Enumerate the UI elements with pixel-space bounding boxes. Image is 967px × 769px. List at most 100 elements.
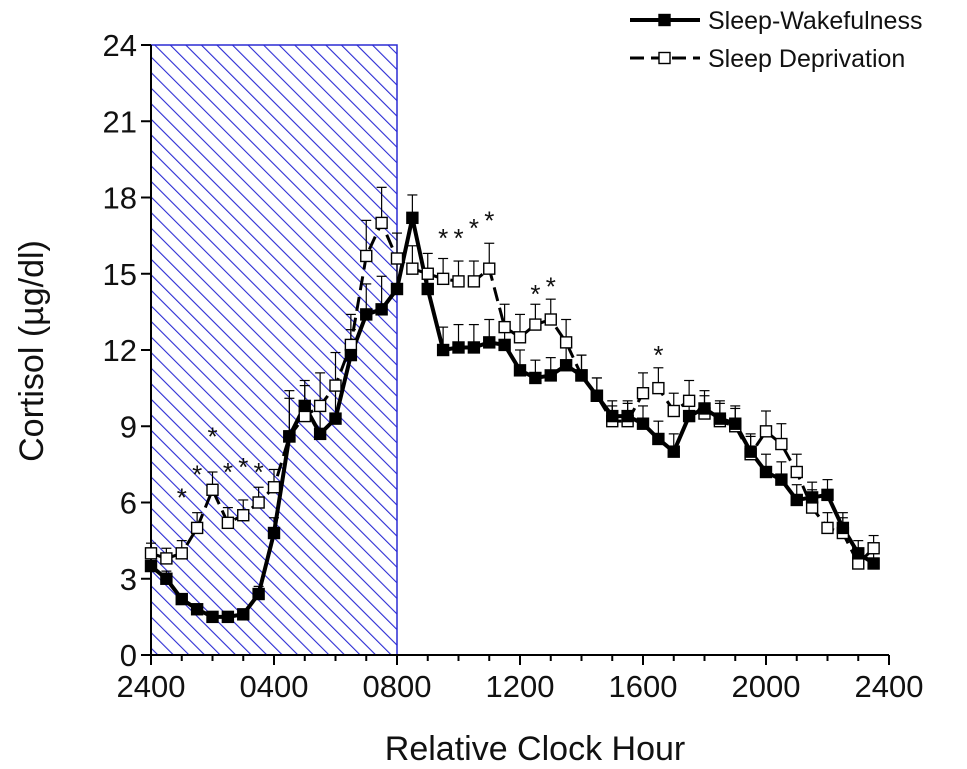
sleep-wakefulness-point (744, 445, 757, 458)
sleep-wakefulness-point (790, 493, 803, 507)
x-tick-label: 2400 (855, 669, 924, 704)
sleep-deprivation-point (436, 272, 450, 286)
significance-star: * (254, 457, 264, 487)
sleep-wakefulness-point (729, 417, 742, 430)
sleep-deprivation-point (313, 399, 327, 413)
sleep-deprivation-point (652, 381, 665, 395)
sleep-deprivation-point (267, 481, 281, 494)
x-tick-label: 1200 (486, 669, 555, 704)
sleep-deprivation-point (329, 379, 342, 392)
sleep-wakefulness-point (652, 432, 665, 446)
y-tick-label: 9 (120, 409, 137, 444)
significance-star: * (653, 340, 663, 370)
sleep-wakefulness-point (467, 341, 481, 354)
sleep-wakefulness-point (575, 369, 588, 382)
sleep-deprivation-point (759, 425, 773, 438)
sleep-wakefulness-point (360, 308, 373, 321)
x-axis-ticks: 2400 0400 0800 1200 1600 2000 2400 (117, 655, 924, 704)
sleep-deprivation-point (667, 404, 680, 418)
sleep-wakefulness-point (590, 389, 604, 402)
sleep-wakefulness-point (852, 547, 865, 560)
significance-star: * (207, 421, 217, 451)
sleep-wakefulness-point (821, 488, 834, 502)
sleep-deprivation-point (144, 547, 158, 560)
sleep-wakefulness-point (160, 572, 173, 585)
significance-star: * (469, 213, 479, 243)
significance-annotations: **** * ** * * ** ** (177, 205, 664, 512)
sleep-deprivation-point (390, 252, 404, 265)
sleep-deprivation-point (298, 409, 311, 423)
sleep-deprivation-point (175, 547, 188, 560)
sleep-wakefulness-point (206, 610, 219, 624)
significance-star: * (192, 459, 202, 489)
sleep-wakefulness-point (713, 412, 727, 425)
sleep-wakefulness-point (283, 430, 296, 443)
x-tick-label: 2000 (732, 669, 801, 704)
sleep-wakefulness-point (436, 343, 450, 357)
legend-label: Sleep Deprivation (708, 45, 905, 73)
x-tick-label: 0800 (363, 669, 432, 704)
sleep-deprivation-point (237, 509, 250, 522)
y-axis-ticks: 0 3 6 9 12 15 18 21 24 (103, 28, 151, 673)
sleep-deprivation-point (452, 275, 465, 288)
y-tick-label: 3 (120, 562, 137, 597)
sleep-deprivation-point (206, 483, 219, 496)
sleep-deprivation-point (252, 496, 265, 509)
sleep-deprivation-point (406, 262, 419, 275)
y-tick-label: 18 (103, 181, 137, 216)
y-tick-label: 15 (103, 257, 137, 292)
sleep-deprivation-point (190, 521, 204, 535)
legend: Sleep-Wakefulness Sleep Deprivation (630, 7, 922, 73)
significance-star: * (223, 457, 233, 487)
significance-star: * (484, 205, 494, 235)
y-tick-label: 21 (103, 104, 137, 139)
sleep-wakefulness-point (421, 282, 434, 296)
sleep-deprivation-point (221, 516, 235, 530)
sleep-wakefulness-point (682, 409, 696, 423)
legend-filled-square-marker (658, 13, 671, 27)
significance-star: * (238, 452, 248, 482)
sleep-deprivation-point (421, 267, 434, 280)
sleep-wakefulness-point (606, 409, 619, 423)
sleep-deprivation-point (483, 262, 496, 275)
sleep-wakefulness-point (867, 557, 880, 570)
sleep-wakefulness-point (698, 402, 711, 415)
sleep-wakefulness-point (452, 341, 465, 354)
sleep-wakefulness-point (237, 608, 250, 621)
sleep-wakefulness-point (329, 412, 342, 425)
sleep-wakefulness-point (144, 559, 158, 573)
sleep-wakefulness-point (529, 371, 542, 385)
sleep-deprivation-point (344, 338, 358, 352)
series-markers (144, 211, 880, 624)
sleep-deprivation-point (775, 437, 788, 451)
sleep-deprivation-point (513, 331, 527, 344)
significance-star: * (177, 482, 187, 512)
sleep-wakefulness-point (621, 409, 634, 423)
significance-star: * (530, 279, 540, 309)
sleep-deprivation-point (636, 387, 650, 400)
y-tick-label: 12 (103, 333, 137, 368)
x-axis-title: Relative Clock Hour (385, 730, 685, 768)
sleep-deprivation-point (682, 394, 696, 408)
x-tick-label: 0400 (240, 669, 309, 704)
sleep-wakefulness-point (498, 338, 511, 352)
sleep-wakefulness-point (221, 610, 235, 624)
x-tick-label: 1600 (609, 669, 678, 704)
significance-star: * (453, 223, 463, 253)
y-tick-label: 6 (120, 486, 137, 521)
sleep-wakefulness-point (298, 399, 311, 413)
sleep-deprivation-point (821, 521, 834, 535)
sleep-wakefulness-point (375, 303, 388, 316)
sleep-wakefulness-point (390, 282, 404, 296)
x-tick-label: 2400 (117, 669, 186, 704)
sleep-wakefulness-point (483, 336, 496, 349)
significance-star: * (438, 223, 448, 253)
significance-star: * (546, 271, 556, 301)
sleep-wakefulness-point (344, 348, 358, 362)
sleep-wakefulness-point (759, 465, 773, 479)
sleep-deprivation-point (375, 216, 388, 230)
y-axis-title: Cortisol (µg/dl) (13, 240, 51, 462)
sleep-deprivation-point (805, 501, 819, 514)
sleep-wakefulness-point (313, 427, 327, 441)
